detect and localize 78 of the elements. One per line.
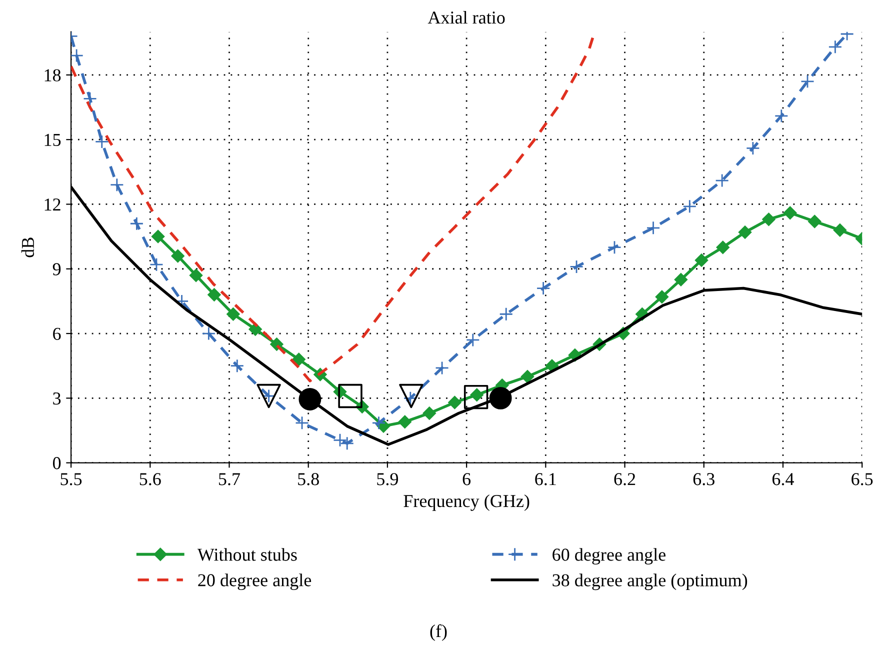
point <box>110 178 124 192</box>
point <box>150 258 164 272</box>
point <box>399 384 424 408</box>
x-tick-label: 5.6 <box>140 473 161 486</box>
x-tick-label: 6.1 <box>535 473 556 486</box>
point <box>248 322 262 336</box>
point <box>71 48 84 62</box>
point <box>646 220 660 235</box>
point <box>828 40 842 54</box>
point <box>171 249 184 263</box>
point <box>230 358 244 373</box>
point <box>536 281 550 296</box>
point <box>746 141 760 156</box>
point <box>422 406 436 420</box>
x-tick-label: 6.3 <box>693 473 714 486</box>
point <box>489 386 512 410</box>
chart-title: Axial ratio <box>428 10 505 24</box>
y-axis-title: dB <box>21 238 34 258</box>
y-tick-label: 18 <box>44 69 61 82</box>
point <box>295 416 309 430</box>
point <box>202 326 216 340</box>
y-tick-label: 3 <box>53 392 61 405</box>
point <box>499 307 514 322</box>
point <box>292 352 306 366</box>
point <box>570 260 584 274</box>
point <box>208 288 221 302</box>
legend-label: 60 degree angle <box>552 548 666 565</box>
x-tick-label: 5.5 <box>60 473 82 486</box>
x-tick-label: 6 <box>462 473 471 486</box>
point <box>520 370 534 384</box>
point <box>545 359 559 372</box>
point <box>655 290 669 304</box>
point <box>808 214 822 228</box>
point <box>83 92 97 106</box>
point <box>608 240 622 254</box>
point <box>774 108 788 123</box>
legend-label: 38 degree angle (optimum) <box>552 574 748 590</box>
point <box>464 384 488 410</box>
point <box>435 361 449 375</box>
point <box>151 230 165 244</box>
point <box>333 433 347 448</box>
point <box>448 396 462 410</box>
x-tick-label: 6.2 <box>614 473 636 486</box>
x-tick-label: 5.7 <box>219 473 240 486</box>
point <box>762 212 776 226</box>
x-tick-label: 6.5 <box>852 473 873 486</box>
y-tick-label: 6 <box>53 328 61 340</box>
y-tick-label: 9 <box>52 263 61 276</box>
x-axis-title: Frequency (GHz) <box>404 494 530 511</box>
x-tick-label: 5.8 <box>298 473 319 486</box>
point <box>372 416 386 430</box>
point <box>715 174 730 188</box>
point <box>784 206 797 220</box>
text: (f) <box>430 624 447 641</box>
x-tick-label: 6.4 <box>772 473 794 486</box>
y-tick-label: 0 <box>52 457 61 470</box>
point <box>226 308 240 321</box>
point <box>738 226 752 239</box>
point <box>340 436 354 450</box>
point <box>398 415 412 428</box>
point <box>94 134 109 149</box>
legend-label: Without stubs <box>197 548 297 561</box>
point <box>298 388 322 410</box>
point <box>716 240 730 254</box>
point <box>466 333 480 347</box>
y-tick-label: 15 <box>44 134 61 146</box>
point <box>189 268 203 282</box>
point <box>674 273 688 286</box>
x-tick-label: 5.9 <box>377 473 398 486</box>
point <box>256 384 281 408</box>
legend-label: 20 degree angle <box>198 574 312 590</box>
point <box>833 224 847 237</box>
point <box>800 74 814 88</box>
point <box>682 199 697 214</box>
point <box>130 216 144 231</box>
point <box>338 384 362 408</box>
y-tick-label: 12 <box>44 198 60 210</box>
point <box>694 254 708 267</box>
